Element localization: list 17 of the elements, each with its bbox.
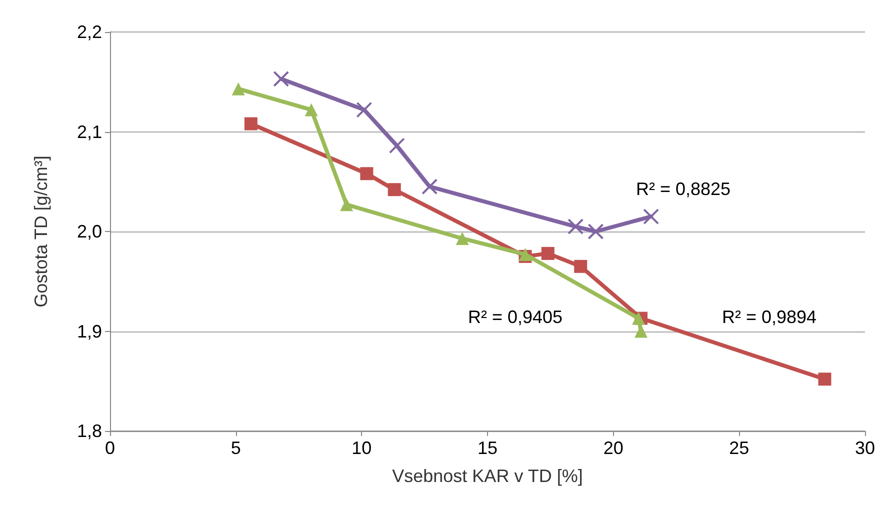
annotation: R² = 0,9894 xyxy=(722,307,817,327)
x-tick-label: 0 xyxy=(104,438,116,458)
x-tick-label: 20 xyxy=(603,438,624,458)
x-tick-label: 25 xyxy=(729,438,750,458)
annotation: R² = 0,8825 xyxy=(636,179,731,199)
x-tick-label: 15 xyxy=(477,438,498,458)
y-tick-label: 2,0 xyxy=(76,222,102,242)
y-axis-title: Gostota TD [g/cm³] xyxy=(31,156,51,308)
annotation: R² = 0,9405 xyxy=(468,307,563,327)
x-tick-label: 5 xyxy=(230,438,241,458)
y-tick-label: 1,9 xyxy=(76,321,102,342)
x-tick-label: 10 xyxy=(352,438,372,458)
y-tick-label: 1,8 xyxy=(76,421,102,441)
y-tick-label: 2,1 xyxy=(76,122,102,142)
x-axis-title: Vsebnost KAR v TD [%] xyxy=(392,466,583,486)
x-tick-label: 30 xyxy=(854,438,876,458)
y-tick-label: 2,2 xyxy=(76,22,102,42)
